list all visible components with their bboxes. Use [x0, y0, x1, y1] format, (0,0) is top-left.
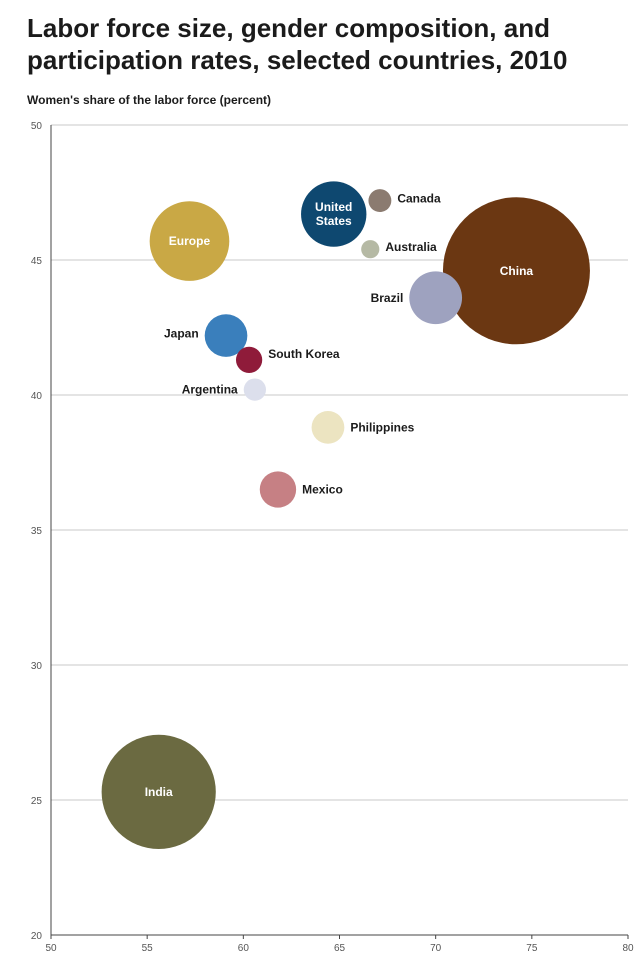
y-tick-label: 30 — [31, 661, 43, 672]
bubble-japan — [204, 314, 248, 357]
x-tick-label: 55 — [142, 943, 154, 953]
bubble-philippines — [311, 411, 345, 444]
y-tick-label: 20 — [31, 931, 43, 942]
x-tick-label: 75 — [526, 943, 538, 953]
bubble-south-korea — [235, 346, 263, 374]
bubble-label-europe: Europe — [169, 234, 211, 248]
x-tick-label: 50 — [45, 943, 57, 953]
x-tick-label: 80 — [622, 943, 634, 953]
x-tick-label: 60 — [238, 943, 250, 953]
bubble-brazil — [409, 271, 463, 325]
bubble-label-mexico: Mexico — [302, 483, 343, 497]
bubble-label-brazil: Brazil — [371, 291, 404, 305]
bubble-canada — [368, 189, 392, 213]
bubble-label-argentina: Argentina — [182, 383, 238, 397]
x-tick-label: 65 — [334, 943, 346, 953]
y-tick-label: 35 — [31, 526, 43, 537]
bubble-label-china: China — [500, 264, 534, 278]
bubble-label-canada: Canada — [397, 192, 441, 206]
bubble-label-united-states: States — [316, 214, 352, 228]
y-tick-label: 40 — [31, 391, 43, 402]
bubble-label-australia: Australia — [385, 240, 437, 254]
y-axis-label: Women's share of the labor force (percen… — [27, 93, 272, 107]
bubble-australia — [361, 240, 380, 259]
bubble-united-states — [301, 181, 367, 247]
y-tick-label: 45 — [31, 256, 43, 267]
bubble-label-south-korea: South Korea — [268, 347, 340, 361]
bubble-europe — [149, 201, 230, 281]
bubble-mexico — [259, 471, 297, 508]
chart-title: Labor force size, gender composition, an… — [27, 13, 568, 75]
bubble-label-united-states: United — [315, 200, 352, 214]
bubble-india — [101, 734, 216, 849]
x-tick-label: 70 — [430, 943, 442, 953]
bubble-china — [442, 197, 590, 345]
bubble-label-philippines: Philippines — [350, 420, 414, 434]
bubble-argentina — [243, 378, 267, 401]
bubble-label-india: India — [145, 785, 173, 799]
y-tick-label: 25 — [31, 796, 43, 807]
y-tick-label: 50 — [31, 121, 43, 132]
bubble-label-japan: Japan — [164, 327, 199, 341]
